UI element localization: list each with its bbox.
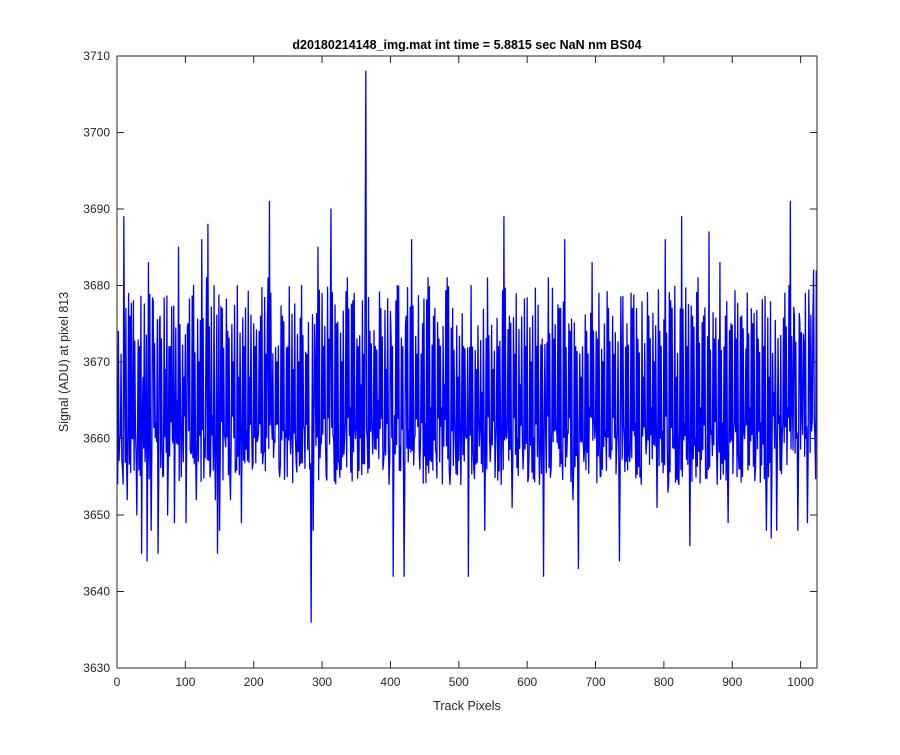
x-tick-label: 200 [244,675,264,689]
x-tick-label: 0 [114,675,121,689]
y-axis-label: Signal (ADU) at pixel 813 [57,292,71,432]
series-layer [117,70,817,623]
x-tick-label: 600 [517,675,537,689]
x-tick-label: 700 [586,675,606,689]
x-axis-ticks: 0 100 200 300 400 500 600 700 800 900 1000 [114,56,814,689]
y-tick-label: 3650 [83,508,110,522]
y-axis-ticks: 3630 3640 3650 3660 3670 3680 3690 3700 3710 [83,49,817,675]
y-tick-label: 3630 [83,661,110,675]
x-tick-label: 900 [722,675,742,689]
x-tick-label: 1000 [787,675,814,689]
y-tick-label: 3700 [83,126,110,140]
y-tick-label: 3690 [83,202,110,216]
y-tick-label: 3660 [83,432,110,446]
x-tick-label: 300 [312,675,332,689]
x-axis-label: Track Pixels [433,699,501,713]
x-tick-label: 100 [175,675,195,689]
x-tick-label: 800 [654,675,674,689]
y-tick-label: 3640 [83,585,110,599]
y-tick-label: 3710 [83,49,110,63]
y-tick-label: 3680 [83,279,110,293]
x-tick-label: 500 [449,675,469,689]
x-tick-label: 400 [380,675,400,689]
chart-title: d20180214148_img.mat int time = 5.8815 s… [292,38,641,52]
series-line [117,70,817,623]
y-tick-label: 3670 [83,355,110,369]
